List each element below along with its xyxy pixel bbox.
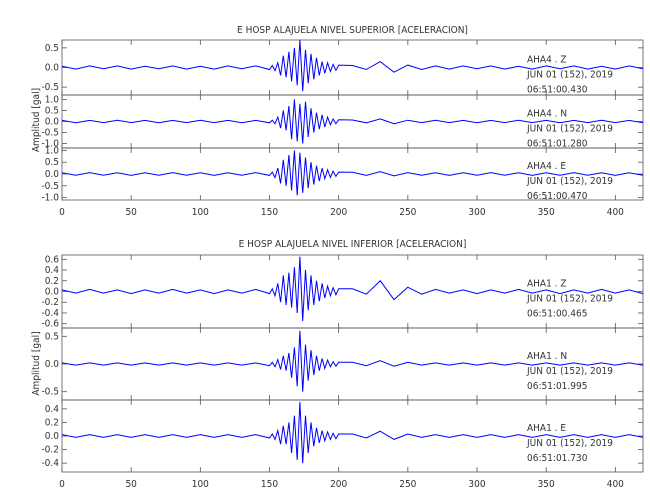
x-tick-label: 250 (399, 207, 416, 218)
y-tick-label: 0.0 (45, 63, 60, 74)
date-label: JUN 01 (152), 2019 (526, 438, 613, 449)
x-tick-label: 400 (607, 207, 624, 218)
x-tick-label: 150 (261, 207, 278, 218)
station-label: AHA4 . N (527, 109, 567, 120)
station-label: AHA1 . Z (527, 279, 567, 290)
y-axis-label: Amplitud [gal] (31, 88, 42, 152)
chart-title: E HOSP ALAJUELA NIVEL SUPERIOR [ACELERAC… (237, 25, 468, 36)
date-label: JUN 01 (152), 2019 (526, 176, 613, 187)
y-tick-label: 0.2 (45, 417, 59, 428)
y-tick-label: 1.0 (45, 145, 60, 156)
date-label: JUN 01 (152), 2019 (526, 124, 613, 135)
y-tick-label: -0.4 (41, 308, 59, 319)
y-axis-label: Amplitud [gal] (31, 331, 42, 395)
x-tick-label: 50 (125, 207, 137, 218)
y-tick-label: -0.6 (41, 319, 59, 330)
x-tick-label: 350 (538, 479, 555, 490)
x-tick-label: 300 (468, 479, 485, 490)
time-label: 06:51:00.430 (527, 85, 588, 96)
y-tick-label: -1.0 (41, 139, 59, 150)
chart-title: E HOSP ALAJUELA NIVEL INFERIOR [ACELERAC… (239, 239, 467, 250)
station-label: AHA1 . N (527, 351, 567, 362)
y-tick-label: -0.5 (41, 387, 59, 398)
y-tick-label: -0.5 (41, 128, 59, 139)
y-tick-label: -1.0 (41, 193, 59, 204)
x-tick-label: 200 (330, 207, 347, 218)
station-label: AHA1 . E (527, 423, 566, 434)
y-tick-label: -0.4 (41, 458, 59, 469)
y-tick-label: 0.0 (45, 287, 60, 298)
x-tick-label: 400 (607, 479, 624, 490)
y-tick-label: 0.0 (45, 359, 60, 370)
x-tick-label: 200 (330, 479, 347, 490)
x-tick-label: 100 (192, 207, 209, 218)
y-tick-label: 0.2 (45, 276, 59, 287)
y-tick-label: -0.5 (41, 181, 59, 192)
time-label: 06:51:01.730 (527, 453, 588, 464)
station-label: AHA4 . Z (527, 55, 567, 66)
date-label: JUN 01 (152), 2019 (526, 366, 613, 377)
date-label: JUN 01 (152), 2019 (526, 294, 613, 305)
y-tick-label: 1.0 (45, 94, 60, 105)
x-tick-label: 300 (468, 207, 485, 218)
waveform (61, 256, 644, 322)
y-tick-label: 0.0 (45, 431, 60, 442)
y-tick-label: 0.4 (45, 404, 60, 415)
y-tick-label: 0.5 (45, 43, 59, 54)
x-tick-label: 50 (125, 479, 137, 490)
y-tick-label: 0.6 (45, 254, 60, 265)
x-tick-label: 350 (538, 207, 555, 218)
y-tick-label: 0.5 (45, 157, 59, 168)
y-tick-label: 0.4 (45, 265, 60, 276)
date-label: JUN 01 (152), 2019 (526, 70, 613, 81)
x-tick-label: 250 (399, 479, 416, 490)
y-tick-label: 0.5 (45, 105, 59, 116)
station-label: AHA4 . E (527, 161, 566, 172)
y-tick-label: 0.5 (45, 331, 59, 342)
waveform (61, 330, 644, 392)
x-tick-label: 100 (192, 479, 209, 490)
y-tick-label: -0.2 (41, 297, 59, 308)
y-tick-label: -0.2 (41, 445, 59, 456)
time-label: 06:51:01.995 (527, 381, 587, 392)
time-label: 06:51:00.470 (527, 191, 588, 202)
waveform (61, 99, 644, 144)
y-tick-label: 0.0 (45, 169, 60, 180)
waveform (61, 401, 644, 464)
waveform (61, 39, 644, 92)
x-tick-label: 0 (59, 207, 65, 218)
y-tick-label: -0.5 (41, 82, 59, 93)
y-tick-label: 0.0 (45, 117, 60, 128)
waveform (61, 150, 644, 196)
x-tick-label: 0 (59, 479, 65, 490)
x-tick-label: 150 (261, 479, 278, 490)
time-label: 06:51:01.280 (527, 139, 588, 150)
time-label: 06:51:00.465 (527, 309, 587, 320)
